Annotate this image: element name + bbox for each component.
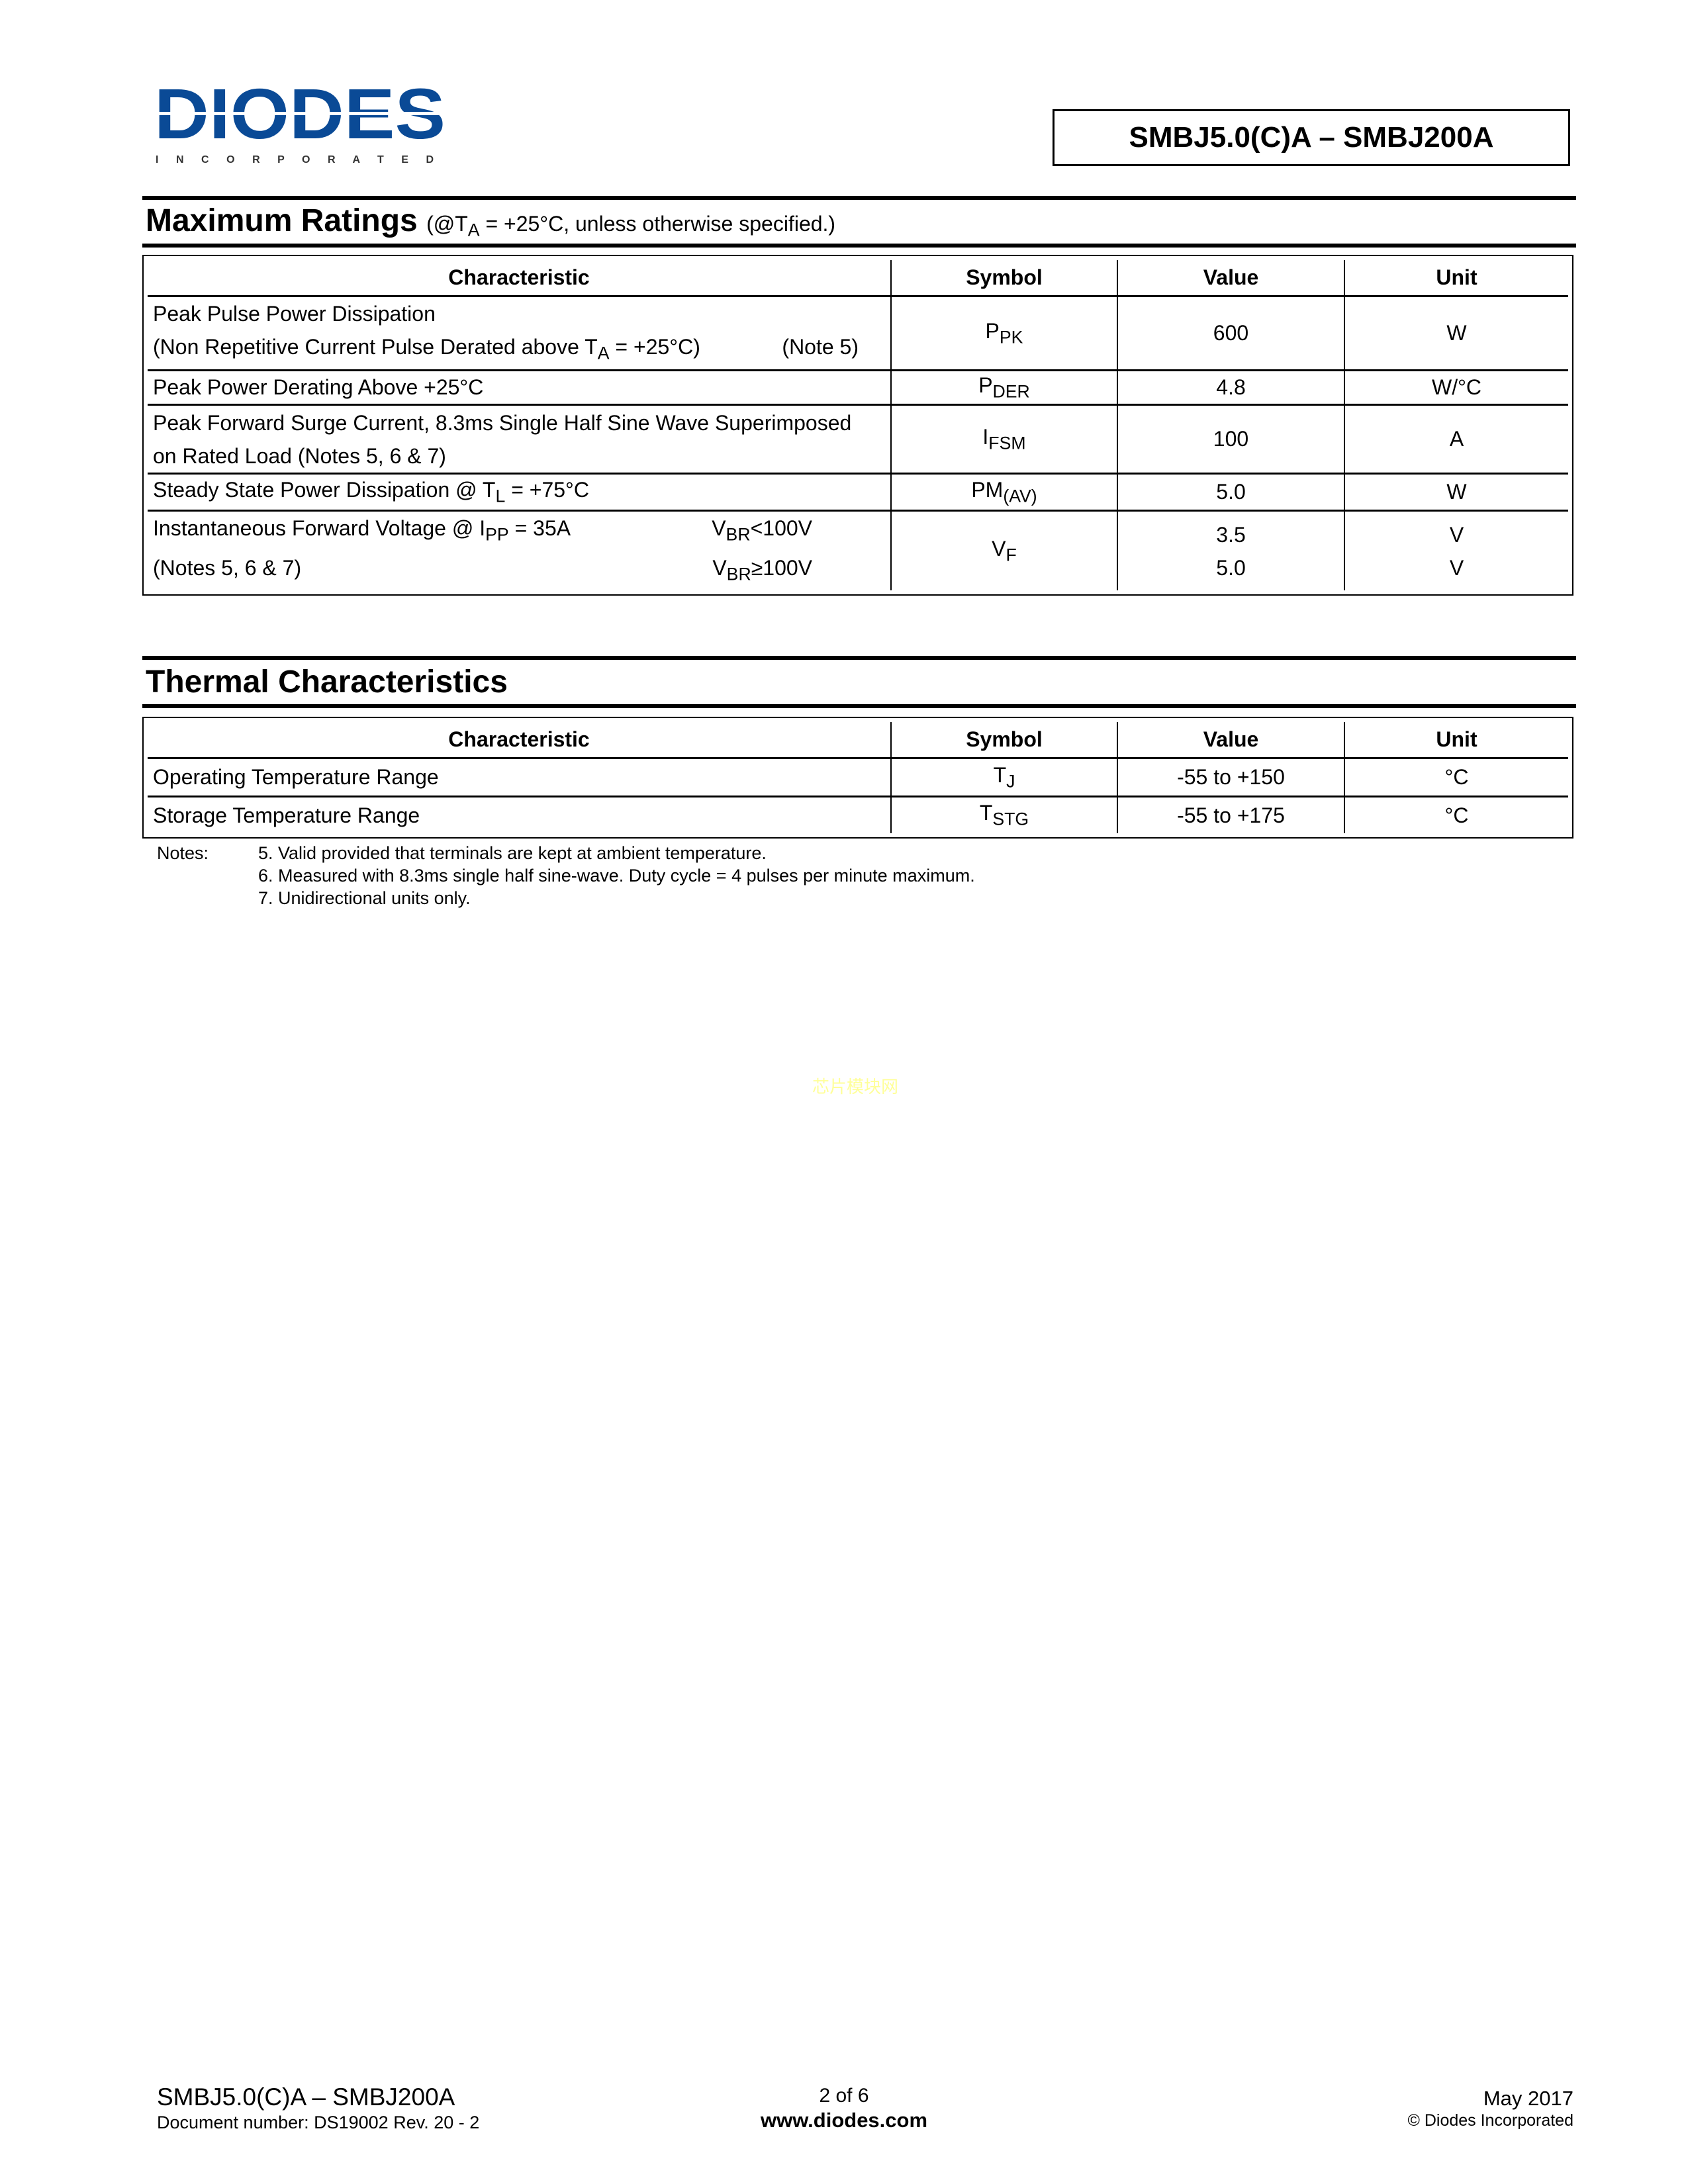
footer-part: SMBJ5.0(C)A – SMBJ200A (157, 2083, 455, 2111)
table-header-row: Characteristic Symbol Value Unit (148, 722, 1568, 759)
watermark: 芯片模块网 (812, 1077, 899, 1097)
section-rule (142, 196, 1576, 200)
svg-text:I N C O R P O R A T E D: I N C O R P O R A T E D (156, 154, 434, 165)
table-row: Peak Forward Surge Current, 8.3ms Single… (148, 406, 1568, 475)
footer-left: SMBJ5.0(C)A – SMBJ200A Document number: … (157, 2083, 479, 2134)
symbol-cell: PDER (892, 371, 1118, 406)
col-characteristic: Characteristic (148, 722, 892, 759)
value-cell: 600 (1118, 297, 1345, 372)
col-value: Value (1118, 722, 1345, 759)
footer-right: May 2017 © Diodes Incorporated (1407, 2086, 1573, 2130)
max-ratings-heading: Maximum Ratings (@TA = +25°C, unless oth… (146, 203, 836, 240)
table-row: Steady State Power Dissipation @ TL = +7… (148, 475, 1568, 512)
symbol-cell: IFSM (892, 406, 1118, 475)
diodes-logo: DIODES I N C O R P O R A T E D (154, 73, 459, 165)
unit-cell: W (1345, 297, 1568, 372)
section-rule (142, 704, 1576, 708)
footer-doc-number: Document number: DS19002 Rev. 20 - 2 (157, 2113, 480, 2132)
col-unit: Unit (1345, 260, 1568, 297)
characteristic-cell: Peak Pulse Power Dissipation (Non Repetit… (148, 297, 892, 372)
value-cell: -55 to +150 (1118, 759, 1345, 797)
symbol-cell: VF (892, 512, 1118, 591)
thermal-heading: Thermal Characteristics (146, 664, 508, 700)
characteristic-cell: Peak Power Derating Above +25°C (148, 371, 892, 406)
thermal-table: Characteristic Symbol Value Unit Operati… (142, 717, 1573, 839)
col-characteristic: Characteristic (148, 260, 892, 297)
table-row: Operating Temperature Range TJ -55 to +1… (148, 759, 1568, 797)
unit-cell: °C (1345, 759, 1568, 797)
characteristic-cell: Instantaneous Forward Voltage @ IPP = 35… (148, 512, 892, 591)
col-symbol: Symbol (892, 260, 1118, 297)
value-cell: -55 to +175 (1118, 797, 1345, 833)
table-header-row: Characteristic Symbol Value Unit (148, 260, 1568, 297)
col-value: Value (1118, 260, 1345, 297)
note-item: 5. Valid provided that terminals are kep… (258, 843, 767, 863)
symbol-cell: PPK (892, 297, 1118, 372)
table-row: Peak Power Derating Above +25°C PDER 4.8… (148, 371, 1568, 406)
unit-cell: A (1345, 406, 1568, 475)
characteristic-cell: Storage Temperature Range (148, 797, 892, 833)
svg-text:DIODES: DIODES (154, 85, 445, 154)
unit-cell: °C (1444, 803, 1469, 827)
part-title: SMBJ5.0(C)A – SMBJ200A (1053, 109, 1570, 166)
table-row: Peak Pulse Power Dissipation (Non Repetit… (148, 297, 1568, 372)
notes: Notes: 5. Valid provided that terminals … (157, 842, 975, 909)
section-rule (142, 244, 1576, 248)
value-cell: 3.5 5.0 (1118, 512, 1345, 591)
col-symbol: Symbol (892, 722, 1118, 759)
footer-center: 2 of 6 www.diodes.com (712, 2083, 976, 2132)
notes-label: Notes: (157, 843, 209, 863)
max-ratings-table: Characteristic Symbol Value Unit Peak Pu… (142, 255, 1573, 596)
symbol-cell: PM(AV) (892, 475, 1118, 512)
unit-cell: W (1345, 475, 1568, 512)
unit-cell: W/°C (1345, 371, 1568, 406)
col-unit: Unit (1345, 722, 1568, 759)
table-row: Storage Temperature Range TSTG -55 to +1… (148, 797, 1568, 833)
section-rule (142, 656, 1576, 660)
value-cell: 4.8 (1118, 371, 1345, 406)
footer-copyright: © Diodes Incorporated (1407, 2111, 1573, 2130)
value-cell: 5.0 (1118, 475, 1345, 512)
symbol-cell: TSTG (892, 797, 1118, 833)
footer-date: May 2017 (1483, 2087, 1573, 2110)
characteristic-cell: Steady State Power Dissipation @ TL = +7… (148, 475, 892, 512)
note-item: 7. Unidirectional units only. (258, 888, 471, 908)
characteristic-cell: Operating Temperature Range (148, 759, 892, 797)
table-row: Instantaneous Forward Voltage @ IPP = 35… (148, 512, 1568, 591)
note-item: 6. Measured with 8.3ms single half sine-… (258, 866, 975, 886)
value-cell: 100 (1118, 406, 1345, 475)
footer-page: 2 of 6 (819, 2085, 869, 2107)
footer-website[interactable]: www.diodes.com (760, 2109, 928, 2132)
characteristic-cell: Peak Forward Surge Current, 8.3ms Single… (148, 406, 892, 475)
symbol-cell: TJ (892, 759, 1118, 797)
